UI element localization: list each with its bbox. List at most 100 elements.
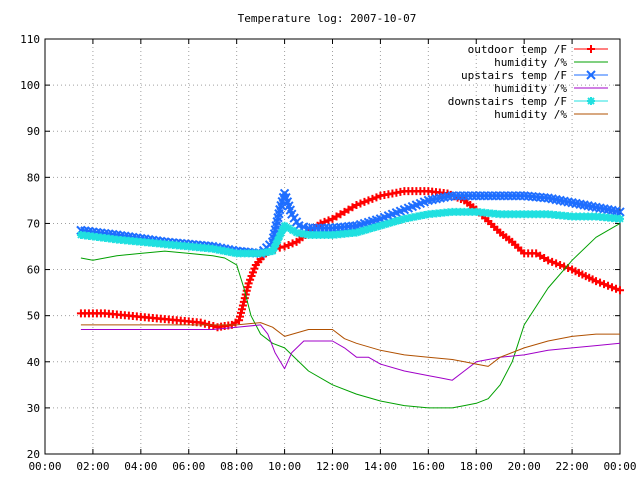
y-tick-label: 110 [20, 33, 40, 46]
data-point [284, 224, 293, 233]
data-point [288, 239, 297, 248]
data-point [596, 278, 605, 287]
data-point [352, 228, 361, 237]
data-point [615, 207, 625, 217]
data-point [388, 218, 397, 227]
data-point [284, 240, 293, 249]
y-tick-label: 90 [27, 125, 40, 138]
y-tick-label: 60 [27, 264, 40, 277]
legend-label: outdoor temp /F [468, 43, 567, 56]
data-point [288, 226, 297, 235]
series-2 [80, 222, 621, 409]
x-tick-label: 02:00 [76, 460, 109, 473]
data-point [356, 227, 365, 236]
legend-entry: outdoor temp /F [468, 43, 608, 56]
data-point [592, 277, 601, 286]
x-tick-label: 10:00 [268, 460, 301, 473]
data-point [616, 286, 624, 295]
data-point [392, 217, 401, 226]
data-point [209, 322, 218, 331]
x-tick-label: 20:00 [508, 460, 541, 473]
data-point [600, 280, 609, 289]
data-point [364, 196, 373, 205]
x-tick-label: 16:00 [412, 460, 445, 473]
series-layer [76, 187, 625, 409]
data-point [280, 221, 289, 230]
x-tick-label: 18:00 [460, 460, 493, 473]
data-point [244, 279, 253, 288]
data-point [275, 232, 284, 241]
y-tick-label: 20 [27, 448, 40, 461]
data-point [544, 256, 553, 265]
data-point [556, 260, 565, 269]
data-point [384, 219, 393, 228]
legend-marker [587, 97, 595, 105]
legend-entry: humidity /% [494, 108, 608, 121]
data-point [372, 193, 381, 202]
data-point [278, 225, 287, 234]
y-tick-label: 80 [27, 171, 40, 184]
legend-entry: humidity /% [494, 56, 608, 69]
data-point [200, 319, 209, 328]
data-point [396, 215, 405, 224]
data-point [277, 228, 286, 237]
x-tick-label: 00:00 [603, 460, 636, 473]
chart-title: Temperature log: 2007-10-07 [238, 12, 417, 25]
data-point [272, 239, 281, 248]
y-tick-label: 50 [27, 310, 40, 323]
data-point [324, 216, 333, 225]
data-point [270, 243, 279, 252]
data-point [247, 272, 256, 281]
legend-entry: humidity /% [494, 82, 608, 95]
data-point [273, 236, 282, 245]
data-point [604, 281, 613, 290]
data-point [552, 259, 561, 268]
series-5 [76, 207, 624, 258]
series-6 [80, 322, 620, 367]
y-tick-label: 70 [27, 217, 40, 230]
data-point [280, 242, 289, 251]
legend-entry: upstairs temp /F [461, 69, 608, 82]
data-point [360, 197, 369, 206]
series-line [80, 324, 621, 381]
data-point [612, 284, 621, 293]
legend-entry: downstairs temp /F [448, 95, 608, 108]
legend-label: upstairs temp /F [461, 69, 567, 82]
data-point [368, 224, 377, 233]
data-point [268, 247, 277, 256]
legend-marker [586, 70, 596, 80]
x-tick-label: 04:00 [124, 460, 157, 473]
legend-marker [587, 45, 595, 53]
x-tick-label: 12:00 [316, 460, 349, 473]
data-point [246, 275, 255, 284]
y-axis-ticks: 20 30 40 50 60 70 80 90 100 110 [20, 33, 620, 461]
data-point [364, 225, 373, 234]
data-point [380, 220, 389, 229]
x-tick-label: 22:00 [556, 460, 589, 473]
x-tick-label: 14:00 [364, 460, 397, 473]
x-axis-ticks: 00:00 02:00 04:00 06:00 08:00 10:00 12:00 14:00… [28, 39, 637, 473]
data-point [360, 226, 369, 235]
data-point [368, 194, 377, 203]
y-tick-label: 100 [20, 79, 40, 92]
series-1 [76, 187, 624, 332]
legend-label: downstairs temp /F [448, 95, 567, 108]
data-point [608, 283, 617, 292]
data-point [616, 214, 624, 223]
y-tick-label: 40 [27, 356, 40, 369]
data-point [248, 268, 257, 277]
series-line [80, 322, 620, 367]
data-point [548, 257, 557, 266]
x-tick-label: 00:00 [28, 460, 61, 473]
x-tick-label: 06:00 [172, 460, 205, 473]
data-point [372, 222, 381, 231]
series-line [80, 222, 621, 409]
series-4 [80, 324, 621, 381]
data-point [356, 199, 365, 208]
data-point [250, 264, 259, 273]
x-tick-label: 08:00 [220, 460, 253, 473]
data-point [316, 219, 325, 228]
y-tick-label: 30 [27, 402, 40, 415]
